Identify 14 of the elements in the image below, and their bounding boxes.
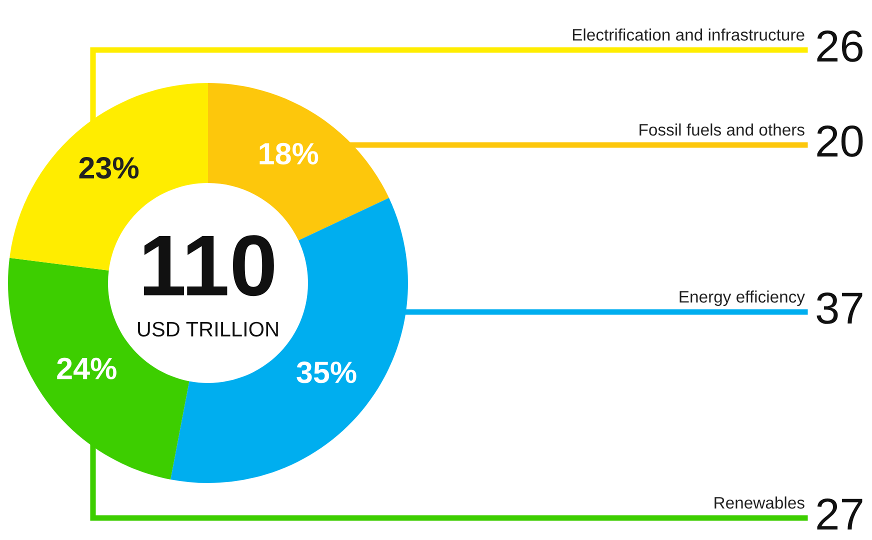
slice-label: Energy efficiency bbox=[680, 290, 805, 306]
slice-label: Renewables bbox=[714, 496, 804, 509]
data-label: 35% bbox=[296, 362, 356, 384]
text: 26 bbox=[817, 30, 862, 62]
data-label: 24% bbox=[57, 358, 116, 380]
text: 110 bbox=[144, 235, 274, 296]
text: USD TRILLION bbox=[138, 322, 278, 337]
slice-label: Electrification and infrastructure bbox=[572, 28, 804, 41]
text: 27 bbox=[817, 498, 862, 530]
text: 37 bbox=[816, 292, 862, 324]
text: 20 bbox=[817, 125, 863, 157]
data-label: 18% bbox=[260, 142, 318, 165]
data-label: 23% bbox=[79, 157, 139, 179]
slice-label: Fossil fuels and others bbox=[640, 123, 804, 136]
